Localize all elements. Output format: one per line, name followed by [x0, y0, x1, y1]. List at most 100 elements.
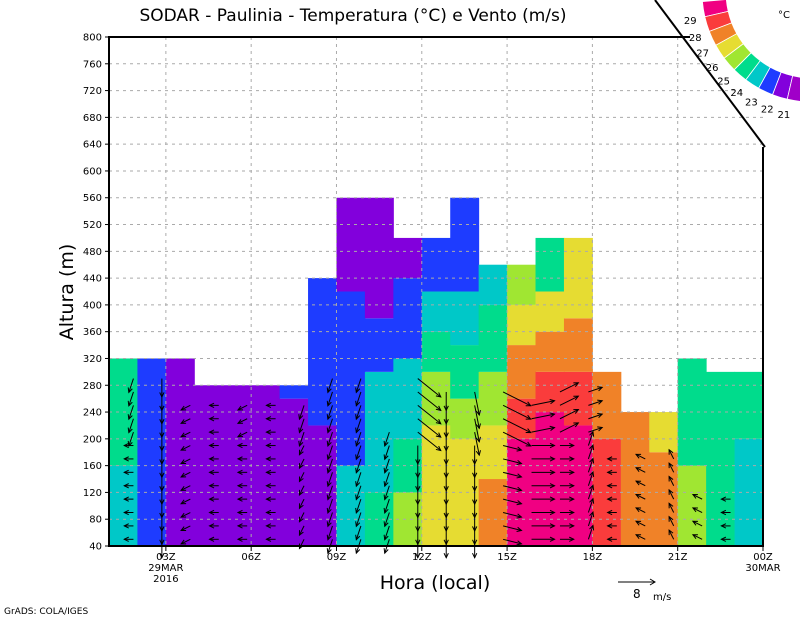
colorbar-label: 23 [745, 97, 758, 108]
temperature-cell [308, 278, 337, 426]
wind-arrowhead [435, 419, 442, 425]
wind-arrow [668, 489, 675, 500]
corner-diagonal [654, 0, 766, 148]
x-tick-year: 2016 [153, 574, 178, 585]
y-tick-label: 720 [83, 86, 102, 97]
wind-arrow [502, 445, 522, 451]
wind-arrowhead [415, 472, 421, 479]
temperature-cell [535, 412, 565, 546]
wind-arrowhead [208, 523, 215, 529]
wind-arrowhead [668, 488, 674, 495]
wind-arrowhead [298, 516, 304, 523]
wind-arrowhead [691, 520, 698, 526]
wind-arrow [128, 418, 134, 433]
wind-arrow [128, 391, 134, 406]
temperature-cell [364, 371, 394, 493]
wind-arrowhead [443, 499, 449, 506]
wind-arrow [502, 404, 531, 420]
wind-arrowhead [265, 442, 272, 449]
wind-arrowhead [180, 472, 187, 478]
wind-arrowhead [569, 496, 575, 502]
temperature-cell [450, 291, 480, 346]
wind-arrow [298, 472, 305, 482]
temperature-cell [677, 465, 707, 546]
wind-arrow [417, 404, 442, 425]
wind-arrow [355, 445, 362, 460]
wind-arrowhead [123, 496, 129, 502]
wind-arrowhead [383, 507, 389, 515]
colorbar-label: 21 [778, 110, 791, 121]
wind-arrowhead [208, 442, 215, 449]
wind-arrow [502, 538, 522, 545]
wind-arrow [587, 498, 594, 513]
wind-arrowhead [415, 459, 421, 466]
wind-arrow [355, 525, 362, 540]
wind-arrowhead [589, 457, 595, 464]
wind-arrowhead [383, 440, 389, 448]
x-tick-label: 09Z [327, 552, 347, 563]
x-axis-label: Hora (local) [380, 572, 491, 594]
wind-arrowhead [265, 402, 272, 408]
wind-arrow [692, 507, 703, 513]
wind-arrowhead [265, 496, 272, 502]
wind-arrowhead [383, 521, 389, 528]
wind-arrow [692, 534, 703, 540]
wind-arrowhead [691, 494, 698, 499]
colorbar-label: 22 [761, 105, 774, 116]
wind-arrow [180, 418, 191, 424]
wind-arrow [298, 512, 305, 522]
wind-arrowhead [127, 387, 133, 394]
wind-arrowhead [123, 509, 129, 516]
y-tick-label: 240 [83, 408, 102, 419]
wind-arrowhead [443, 552, 449, 559]
wind-arrowhead [208, 536, 215, 542]
wind-arrowhead [597, 413, 604, 418]
wind-arrow [635, 480, 646, 487]
wind-arrowhead [472, 539, 478, 546]
wind-arrowhead [326, 481, 332, 488]
wind-arrowhead [472, 552, 478, 559]
x-tick-label: 21Z [668, 552, 688, 563]
wind-arrowhead [549, 456, 556, 462]
wind-arrowhead [589, 470, 595, 477]
wind-arrow [635, 507, 646, 513]
temperature-cell [109, 465, 138, 546]
wind-arrow [668, 476, 675, 486]
colorbar-label: 27 [696, 49, 709, 60]
y-tick-label: 40 [89, 542, 102, 553]
wind-arrow [355, 498, 362, 514]
wind-arrow [355, 512, 362, 527]
wind-arrowhead [435, 432, 442, 438]
wind-arrow [635, 453, 646, 460]
wind-arrowhead [549, 483, 556, 489]
wind-arrowhead [549, 509, 556, 516]
wind-arrow [327, 472, 333, 487]
wind-arrowhead [475, 423, 481, 430]
temperature-cell [535, 331, 565, 372]
x-tick-label: 15Z [497, 552, 517, 563]
wind-arrow [355, 431, 362, 447]
wind-arrow [180, 525, 191, 531]
wind-arrowhead [326, 414, 332, 421]
wind-arrowhead [265, 416, 272, 422]
wind-arrowhead [569, 456, 575, 462]
wind-arrow [635, 494, 646, 500]
temperature-cell [535, 237, 565, 292]
wind-arrow [587, 485, 594, 500]
colorbar-label: 24 [730, 88, 743, 99]
wind-arrow [237, 404, 248, 411]
wind-arrow [180, 538, 191, 545]
wind-arrow [587, 458, 594, 473]
wind-arrowhead [236, 442, 243, 449]
wind-arrowhead [236, 432, 243, 438]
wind-arrowhead [443, 419, 449, 425]
wind-arrowhead [180, 539, 187, 545]
wind-arrowhead [355, 440, 361, 448]
wind-arrow [587, 471, 594, 486]
temperature-cell [478, 264, 508, 305]
wind-reference-value: 8 [633, 587, 641, 601]
wind-arrow [327, 512, 333, 527]
wind-arrowhead [180, 432, 187, 438]
wind-arrow [384, 498, 390, 514]
wind-arrow [559, 422, 579, 433]
